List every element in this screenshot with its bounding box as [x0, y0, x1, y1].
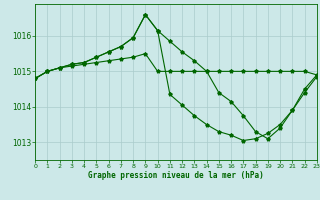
X-axis label: Graphe pression niveau de la mer (hPa): Graphe pression niveau de la mer (hPa) [88, 171, 264, 180]
